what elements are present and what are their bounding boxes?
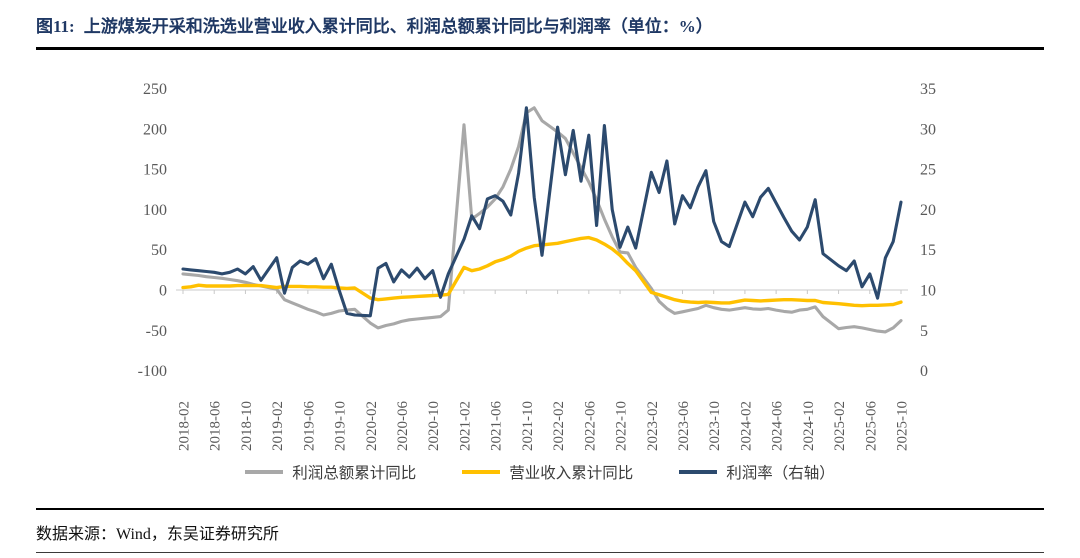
line-chart: 250200150100500-50-100353025201510502018… <box>138 81 936 451</box>
legend-swatch <box>245 470 284 474</box>
x-axis-tick-label: 2023-10 <box>707 401 723 451</box>
legend-label: 利润总额累计同比 <box>292 465 417 482</box>
legend-item-1: 利润总额累计同比 <box>245 461 416 483</box>
left-axis-tick-label: -100 <box>138 363 167 380</box>
x-axis-tick-label: 2021-02 <box>457 401 473 451</box>
x-axis-tick-label: 2023-02 <box>645 401 661 451</box>
x-axis-tick-label: 2024-06 <box>770 401 786 451</box>
x-axis-tick-label: 2020-10 <box>426 401 442 451</box>
x-axis-tick-label: 2020-06 <box>395 401 411 451</box>
legend-swatch <box>462 470 501 474</box>
left-axis-tick-label: 100 <box>143 202 167 219</box>
figure-title-text: 上游煤炭开采和洗选业营业收入累计同比、利润总额累计同比与利润率（单位：%） <box>83 17 713 36</box>
figure-label: 图11: <box>36 17 75 36</box>
x-axis-tick-label: 2025-02 <box>832 401 848 451</box>
x-axis-tick-label: 2023-06 <box>676 401 692 451</box>
series-line-1 <box>181 106 903 334</box>
x-axis-tick-label: 2020-02 <box>364 401 380 451</box>
x-axis-tick-label: 2021-06 <box>489 401 505 451</box>
bottom-divider <box>36 552 1044 553</box>
x-axis-tick-label: 2019-10 <box>333 401 349 451</box>
series-line-2 <box>181 235 903 308</box>
left-axis-tick-label: -50 <box>146 323 167 340</box>
x-axis-tick-label: 2025-10 <box>895 401 911 451</box>
x-axis-tick-label: 2024-10 <box>801 401 817 451</box>
right-axis-tick-label: 35 <box>920 81 936 98</box>
legend-swatch <box>679 470 718 474</box>
right-axis-tick-label: 5 <box>920 323 928 340</box>
figure-title: 图11: 上游煤炭开采和洗选业营业收入累计同比、利润总额累计同比与利润率（单位：%… <box>36 12 713 37</box>
legend-label: 利润率（右轴） <box>726 465 835 482</box>
right-axis-tick-label: 30 <box>920 121 936 138</box>
footer-divider <box>36 508 1044 510</box>
x-axis-tick-label: 2024-02 <box>738 401 754 451</box>
left-axis-tick-label: 250 <box>143 81 167 98</box>
data-source: 数据来源：Wind，东吴证券研究所 <box>36 526 279 543</box>
x-axis-tick-label: 2022-02 <box>551 401 567 451</box>
x-axis-tick-label: 2021-10 <box>520 401 536 451</box>
chart-legend: 利润总额累计同比 营业收入累计同比 利润率（右轴） <box>0 461 1080 483</box>
legend-item-2: 营业收入累计同比 <box>462 461 633 483</box>
x-axis-tick-label: 2025-06 <box>863 401 879 451</box>
x-axis-tick-label: 2018-06 <box>208 401 224 451</box>
right-axis-tick-label: 10 <box>920 283 936 300</box>
right-axis-tick-label: 15 <box>920 242 936 259</box>
right-axis-tick-label: 25 <box>920 162 936 179</box>
series-line-3 <box>181 106 903 318</box>
left-axis-tick-label: 50 <box>151 242 167 259</box>
x-axis-tick-label: 2019-02 <box>270 401 286 451</box>
x-axis-tick-label: 2022-06 <box>582 401 598 451</box>
legend-label: 营业收入累计同比 <box>509 465 634 482</box>
left-axis-tick-label: 0 <box>159 283 167 300</box>
x-axis-tick-label: 2022-10 <box>614 401 630 451</box>
right-axis-tick-label: 0 <box>920 363 928 380</box>
x-axis-tick-label: 2018-02 <box>177 401 193 451</box>
top-divider <box>36 47 1044 50</box>
left-axis-tick-label: 150 <box>143 162 167 179</box>
x-axis-tick-label: 2019-06 <box>301 401 317 451</box>
left-axis-tick-label: 200 <box>143 121 167 138</box>
legend-item-3: 利润率（右轴） <box>679 461 835 483</box>
x-axis-tick-label: 2018-10 <box>239 401 255 451</box>
right-axis-tick-label: 20 <box>920 202 936 219</box>
